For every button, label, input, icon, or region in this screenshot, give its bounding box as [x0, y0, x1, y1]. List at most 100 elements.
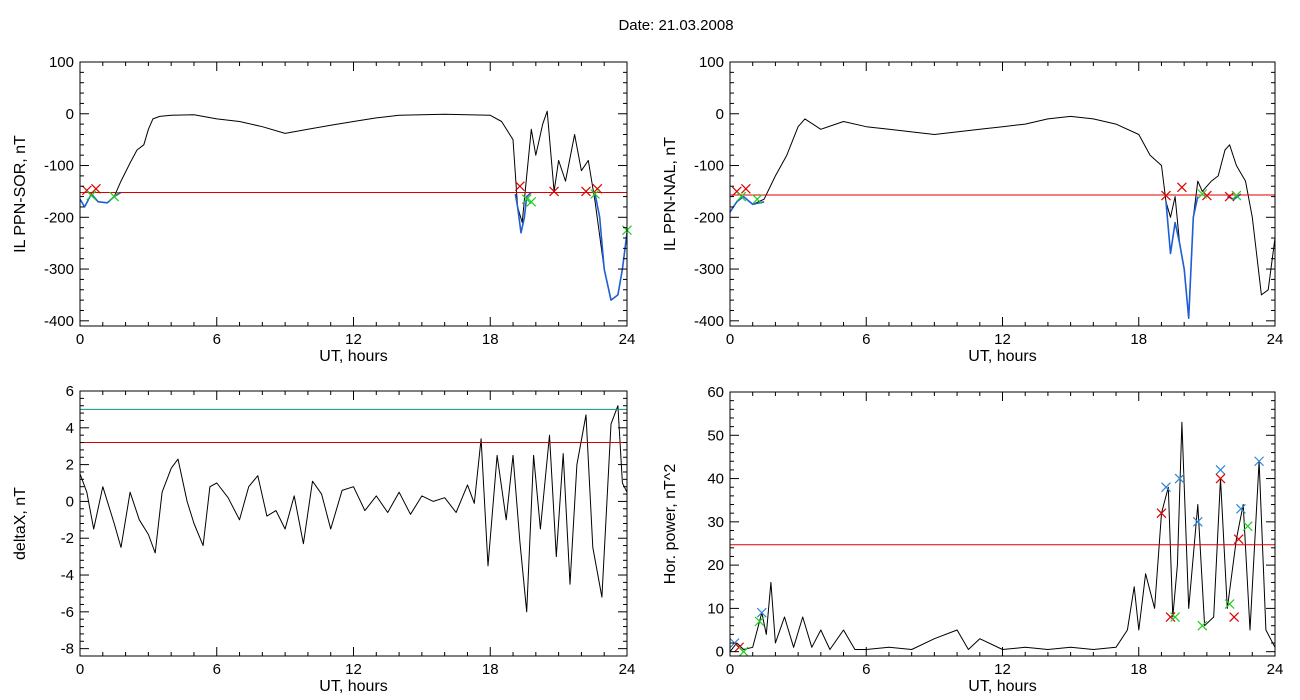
y-tick-label: -300	[694, 261, 724, 278]
y-tick-label: 40	[707, 471, 724, 488]
marker-x-green	[86, 190, 97, 201]
y-tick-label: 6	[66, 383, 74, 400]
marker-x-green	[754, 616, 765, 627]
y-tick-label: -200	[44, 209, 74, 226]
y-tick-label: 30	[707, 514, 724, 531]
y-tick-label: -200	[694, 209, 724, 226]
marker-x-green	[590, 189, 601, 199]
y-tick-label: 100	[49, 54, 74, 71]
marker-x-red	[1229, 612, 1240, 622]
marker-x-red	[91, 183, 101, 194]
x-tick-label: 6	[213, 331, 221, 348]
marker-x-red	[1176, 182, 1187, 193]
series-line-black	[730, 115, 1275, 319]
plot-frame	[729, 61, 1276, 327]
y-tick-label: 0	[66, 106, 74, 123]
series-line-black	[80, 110, 627, 301]
y-tick-label: 0	[66, 493, 74, 510]
marker-x-red	[581, 186, 591, 197]
x-axis-label: UT, hours	[968, 348, 1036, 365]
y-tick-label: -400	[694, 313, 724, 330]
marker-x-xblue	[1192, 516, 1203, 527]
x-tick-label: 0	[726, 331, 734, 348]
x-tick-label: 24	[1267, 331, 1284, 348]
series-line-black	[730, 421, 1275, 653]
marker-x-green	[736, 191, 747, 202]
y-tick-label: -100	[694, 158, 724, 175]
marker-x-green	[738, 646, 749, 657]
x-tick-label: 6	[862, 661, 870, 678]
marker-x-green	[109, 191, 120, 202]
x-axis-label: UT, hours	[968, 678, 1036, 695]
panel-il-ppn-nal: 0 6 12 18 24 -400 -300 -200 -100 0 100 UT, hours IL …	[662, 54, 1283, 365]
marker-x-green	[1197, 620, 1208, 631]
marker-x-green	[752, 194, 763, 205]
marker-x-green	[1170, 612, 1181, 622]
marker-x-red	[740, 183, 751, 194]
marker-x-red	[549, 186, 559, 197]
y-tick-label: 2	[66, 457, 74, 474]
y-axis-label: deltaX, nT	[12, 487, 29, 560]
marker-x-green	[1197, 189, 1208, 199]
y-tick-label: -6	[61, 604, 74, 621]
x-tick-label: 12	[345, 661, 362, 678]
marker-x-red	[1156, 508, 1167, 519]
x-tick-label: 0	[76, 331, 84, 348]
x-tick-label: 18	[1130, 331, 1147, 348]
x-tick-label: 0	[726, 661, 734, 678]
x-tick-label: 6	[213, 661, 221, 678]
y-tick-label: -4	[61, 567, 74, 584]
series-line-blue	[594, 193, 627, 301]
y-tick-label: -8	[61, 641, 74, 658]
marker-x-green	[1231, 190, 1242, 201]
marker-x-xblue	[1174, 473, 1185, 484]
y-tick-label: 0	[716, 644, 724, 661]
series-line-blue	[514, 191, 532, 234]
marker-x-red	[1215, 473, 1226, 484]
y-tick-label: -400	[44, 313, 74, 330]
marker-x-red	[1161, 190, 1171, 201]
series-line-blue	[730, 195, 765, 213]
page-title: Date: 21.03.2008	[618, 17, 734, 34]
x-axis-label: UT, hours	[319, 678, 387, 695]
x-tick-label: 12	[345, 331, 362, 348]
x-axis-label: UT, hours	[319, 348, 387, 365]
y-axis-label: IL PPN-NAL, nT	[662, 137, 679, 251]
y-tick-label: 0	[716, 106, 724, 123]
y-axis-label: Hor. power, nT^2	[662, 464, 679, 585]
plot-frame	[729, 391, 1276, 657]
series-line-blue	[1165, 196, 1199, 319]
x-tick-label: 0	[76, 661, 84, 678]
marker-x-green	[526, 196, 537, 207]
marker-x-red	[592, 183, 603, 194]
plot-frame	[79, 390, 628, 657]
x-tick-label: 12	[994, 331, 1011, 348]
x-tick-label: 12	[994, 661, 1011, 678]
x-tick-label: 18	[1130, 661, 1147, 678]
y-tick-label: 100	[699, 54, 724, 71]
y-axis-label: IL PPN-SOR, nT	[12, 135, 29, 253]
y-tick-label: 20	[707, 557, 724, 574]
marker-x-green	[1242, 521, 1253, 532]
x-tick-label: 24	[1267, 661, 1284, 678]
y-tick-label: 60	[707, 384, 724, 401]
x-tick-label: 24	[619, 661, 636, 678]
x-tick-label: 6	[862, 331, 870, 348]
y-tick-label: -100	[44, 158, 74, 175]
plot-frame	[79, 61, 628, 327]
series-line-blue	[1227, 193, 1242, 200]
x-tick-label: 18	[482, 331, 499, 348]
marker-x-green	[1224, 599, 1235, 609]
marker-x-xblue	[756, 607, 767, 618]
y-tick-label: 4	[66, 420, 74, 437]
y-tick-label: 50	[707, 427, 724, 444]
marker-x-xblue	[1236, 503, 1246, 514]
marker-x-xblue	[1254, 456, 1265, 467]
y-tick-label: -300	[44, 261, 74, 278]
marker-x-red	[1165, 612, 1176, 622]
marker-x-green	[521, 194, 532, 205]
series-line-black	[80, 405, 627, 613]
marker-x-red	[514, 181, 525, 192]
panel-hor-power: 0 6 12 18 24 0 10 20 30 40 50 60 UT, hours Hor. power…	[662, 384, 1283, 695]
